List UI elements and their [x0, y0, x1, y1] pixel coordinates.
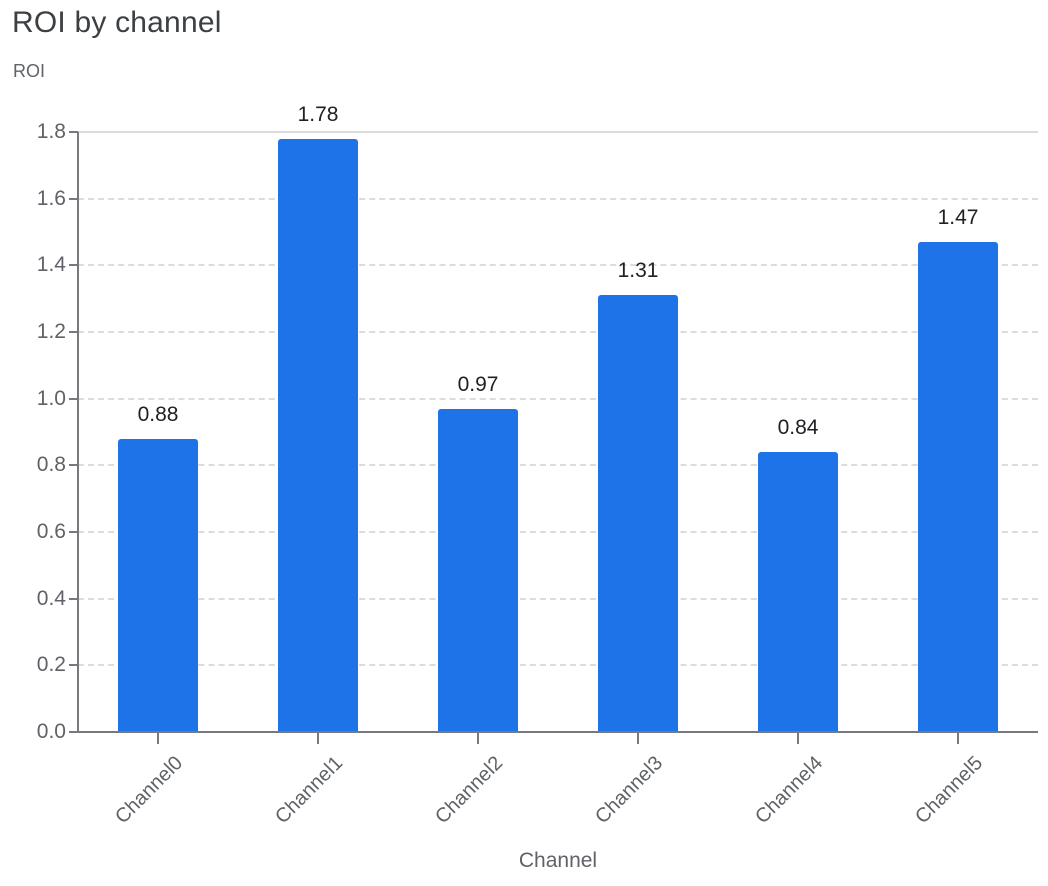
y-axis-title: ROI	[13, 61, 46, 81]
y-axis-tick-0.4	[69, 597, 78, 600]
bar-channel2[interactable]	[438, 408, 518, 732]
y-tick-label-0.0: 0.0	[36, 720, 66, 743]
x-axis-tick-channel2	[477, 732, 479, 744]
x-axis-tick-channel0	[157, 732, 159, 744]
bar-channel4[interactable]	[758, 452, 838, 732]
x-tick-label-channel3: Channel3	[591, 752, 668, 829]
y-axis-tick-0.2	[69, 664, 78, 667]
x-axis-title: Channel	[518, 849, 598, 872]
x-tick-label-channel0: Channel0	[111, 752, 188, 829]
y-axis-tick-1.2	[69, 331, 78, 333]
x-axis-tick-channel4	[797, 732, 799, 744]
chart-title: ROI by channel	[12, 6, 222, 39]
gridline-1.6	[78, 197, 1038, 200]
x-tick-label-channel1: Channel1	[271, 752, 348, 829]
gridline-1.8	[78, 131, 1038, 133]
bar-value-label-channel4: 0.84	[777, 416, 819, 439]
bar-channel0[interactable]	[118, 438, 198, 732]
y-tick-label-0.6: 0.6	[36, 520, 66, 543]
y-tick-label-0.8: 0.8	[36, 453, 66, 477]
gridline-0.8	[78, 464, 1038, 467]
gridline-1.2	[78, 331, 1038, 333]
y-axis-tick-0.6	[69, 531, 78, 533]
y-axis-tick-1.4	[69, 264, 78, 267]
y-axis-tick-1.6	[69, 197, 78, 200]
y-tick-label-1.8: 1.8	[36, 120, 66, 143]
gridline-1.4	[78, 264, 1038, 267]
x-tick-label-channel5: Channel5	[911, 752, 988, 829]
gridline-1.0	[78, 397, 1038, 400]
bar-value-label-channel1: 1.78	[297, 102, 339, 126]
y-axis-tick-0.0	[69, 731, 78, 733]
bar-value-label-channel0: 0.88	[137, 402, 179, 426]
x-axis-tick-channel1	[317, 732, 319, 744]
x-tick-label-channel4: Channel4	[751, 752, 828, 829]
y-tick-label-1.6: 1.6	[36, 186, 66, 210]
x-tick-label-channel2: Channel2	[431, 752, 508, 829]
gridline-0.2	[78, 664, 1038, 667]
gridline-0.6	[78, 531, 1038, 533]
y-tick-label-1.4: 1.4	[36, 253, 66, 277]
y-tick-label-0.4: 0.4	[36, 586, 66, 610]
y-tick-label-1.0: 1.0	[36, 386, 66, 410]
y-axis-tick-0.8	[69, 464, 78, 467]
gridline-0.4	[78, 597, 1038, 600]
bar-value-label-channel5: 1.47	[937, 206, 979, 229]
bar-channel5[interactable]	[918, 242, 998, 732]
y-tick-label-1.2: 1.2	[36, 320, 66, 343]
y-tick-label-0.2: 0.2	[36, 653, 66, 677]
bar-value-label-channel3: 1.31	[617, 259, 659, 283]
bar-channel1[interactable]	[278, 138, 358, 732]
x-axis-tick-channel3	[637, 732, 639, 744]
x-axis-line	[77, 731, 1038, 733]
bar-value-label-channel2: 0.97	[457, 372, 499, 396]
y-axis-tick-1.0	[69, 397, 78, 400]
y-axis-line	[77, 132, 79, 732]
x-axis-tick-channel5	[957, 732, 959, 744]
y-axis-tick-1.8	[69, 131, 78, 133]
bar-channel3[interactable]	[598, 295, 678, 732]
